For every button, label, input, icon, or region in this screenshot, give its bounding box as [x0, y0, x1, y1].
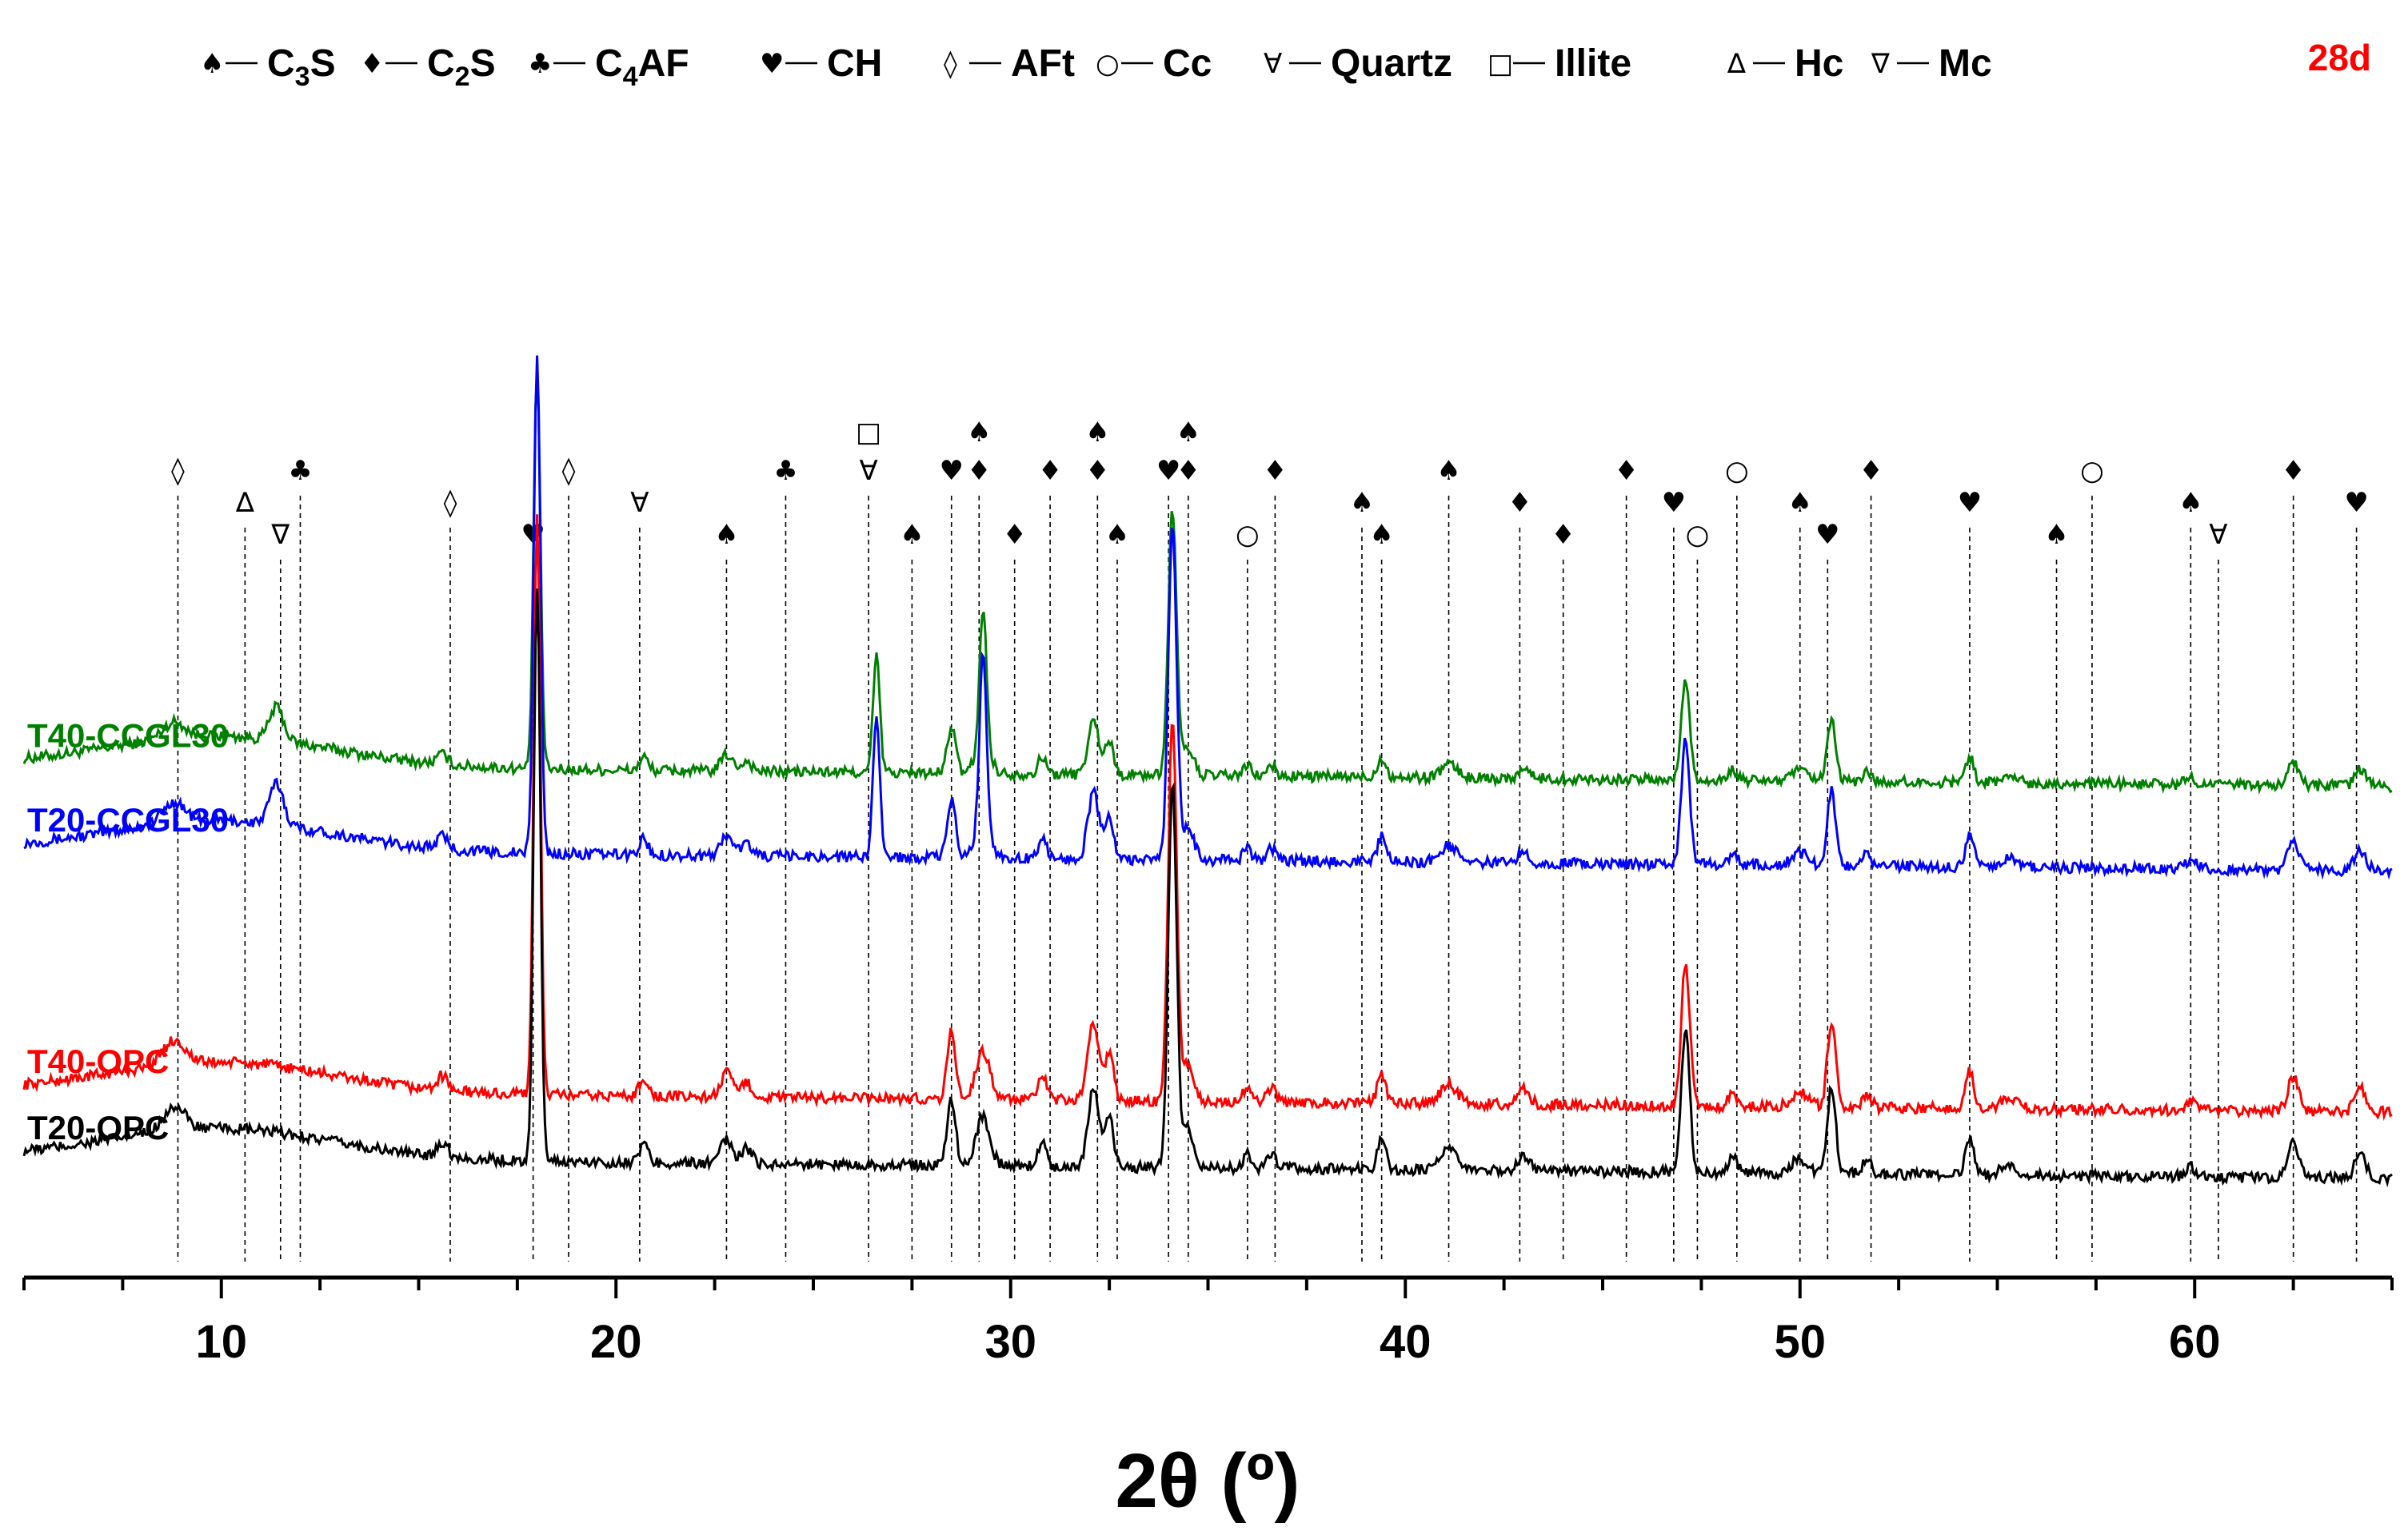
series-line-t20-opc — [22, 588, 2393, 1188]
phase-markers: ◊∆∇♣◊♥◊∀♠♣□∀♠♥♠♦♦♦♠♦♠♥♠♦○♦♠♠♠♦♦♦♥○○♠♥♦♥♠… — [171, 417, 2369, 1262]
legend-symbol: ○ — [1096, 48, 1120, 80]
x-tick-label: 50 — [1774, 1316, 1826, 1368]
legend-symbol: □ — [1488, 48, 1513, 80]
legend-symbol: ∆ — [1727, 48, 1746, 80]
x-axis: 10 20 30 40 50 60 — [22, 1275, 2394, 1368]
phase-marker-symbol: ♥ — [939, 455, 963, 487]
x-axis-label: 2θ (º) — [1116, 1438, 1300, 1524]
legend-symbol: ∀ — [1264, 48, 1282, 80]
phase-marker-symbol: ∀ — [2209, 519, 2227, 551]
series-label: T20-OPC — [27, 1109, 169, 1146]
phase-marker-symbol: ○ — [1725, 455, 1749, 487]
phase-marker-symbol: ♥ — [1958, 487, 1982, 519]
legend: ♠ C3S ♦ C2S ♣ C4AF ♥ CH ◊ AFt ○ Cc ∀ Quartz □ Illite ∆ Hc… — [200, 42, 1992, 92]
x-tick-label: 40 — [1380, 1316, 1432, 1368]
phase-marker-symbol: ♦ — [1038, 455, 1062, 487]
phase-marker-symbol: ◊ — [444, 487, 457, 519]
phase-marker-symbol: ♠ — [1436, 455, 1460, 487]
legend-label: AFt — [1011, 42, 1075, 85]
legend-label: C3S — [267, 42, 336, 92]
legend-item: ∇ Mc — [1871, 42, 1992, 85]
series-label: T40-OPC — [27, 1043, 169, 1080]
phase-marker-symbol: ♣ — [288, 455, 312, 487]
phase-marker-symbol: ♦ — [1859, 455, 1883, 487]
legend-item: ∀ Quartz — [1264, 42, 1452, 85]
phase-marker-symbol: ∀ — [630, 487, 649, 519]
phase-marker-symbol: ♦ — [1614, 455, 1638, 487]
phase-marker-symbol: ∀ — [859, 455, 877, 487]
legend-symbol: ♥ — [760, 48, 784, 80]
phase-marker-symbol: □ — [856, 417, 881, 449]
phase-marker-symbol: ♠ — [2178, 487, 2202, 519]
legend-label: Cc — [1163, 42, 1212, 85]
phase-marker-symbol: ◊ — [562, 455, 576, 487]
legend-item: ∆ Hc — [1727, 42, 1843, 85]
series-lines: T40-CCGL30 T20-CCGL30 T40-OPC T20-OPC — [22, 355, 2393, 1188]
legend-symbol: ∇ — [1871, 48, 1890, 80]
phase-marker-symbol: ♦ — [1263, 455, 1287, 487]
legend-label: C4AF — [595, 42, 689, 92]
x-tick-label: 30 — [984, 1316, 1036, 1368]
legend-symbol: ♣ — [528, 48, 552, 80]
phase-marker-symbol: ∇ — [270, 519, 290, 551]
phase-marker-symbol: ♠ — [1176, 417, 1200, 449]
legend-item: ♠ C3S — [200, 42, 336, 92]
phase-marker-symbol: ♠ — [714, 519, 738, 551]
phase-marker-symbol: ♦ — [1002, 519, 1026, 551]
panel-label: 28d — [2308, 37, 2371, 78]
phase-marker-symbol: ◊ — [171, 455, 185, 487]
legend-label: CH — [827, 42, 882, 85]
phase-marker-symbol: ♦ — [1085, 455, 1109, 487]
phase-marker-symbol: ♠ — [900, 519, 924, 551]
series-line-t40-ccgl30 — [22, 373, 2393, 795]
phase-marker-symbol: ♦ — [1551, 519, 1575, 551]
x-tick-label: 10 — [195, 1316, 247, 1368]
legend-label: Mc — [1939, 42, 1992, 85]
legend-label: Quartz — [1331, 42, 1452, 85]
phase-marker-symbol: ♠ — [1369, 519, 1393, 551]
phase-marker-symbol: ♦ — [1507, 487, 1531, 519]
phase-marker-symbol: ♦ — [2281, 455, 2305, 487]
legend-item: ○ Cc — [1096, 42, 1212, 85]
phase-marker-symbol: ♠ — [967, 417, 991, 449]
x-tick-label: 20 — [590, 1316, 642, 1368]
phase-marker-symbol: ♠ — [1105, 519, 1129, 551]
legend-label: Illite — [1555, 42, 1631, 85]
phase-marker-symbol: ♠ — [1350, 487, 1374, 519]
phase-marker-symbol: ○ — [2080, 455, 2104, 487]
legend-item: ♦ C2S — [360, 42, 496, 92]
legend-item: ♣ C4AF — [528, 42, 689, 92]
legend-label: C2S — [427, 42, 496, 92]
series-label: T40-CCGL30 — [27, 717, 229, 755]
series-line-t40-opc — [22, 514, 2393, 1122]
phase-marker-symbol: ♥ — [2344, 487, 2368, 519]
legend-label: Hc — [1795, 42, 1843, 85]
phase-marker-symbol: ♠ — [1085, 417, 1109, 449]
phase-marker-symbol: ♥ — [1815, 519, 1839, 551]
phase-marker-symbol: ♣ — [773, 455, 797, 487]
legend-item: □ Illite — [1488, 42, 1631, 85]
phase-marker-symbol: ♥ — [1156, 455, 1180, 487]
phase-marker-symbol: ♠ — [1788, 487, 1812, 519]
legend-symbol: ♠ — [200, 48, 224, 80]
series-line-t20-ccgl30 — [23, 355, 2393, 880]
phase-marker-symbol: ♦ — [967, 455, 991, 487]
phase-marker-symbol: ♦ — [1176, 455, 1200, 487]
legend-symbol: ♦ — [360, 48, 384, 80]
phase-marker-symbol: ○ — [1686, 519, 1710, 551]
series-label: T20-CCGL30 — [27, 801, 229, 839]
phase-marker-symbol: ∆ — [235, 487, 254, 519]
legend-symbol: ◊ — [944, 48, 957, 80]
phase-marker-symbol: ♥ — [1662, 487, 1686, 519]
phase-marker-symbol: ♠ — [2044, 519, 2068, 551]
legend-item: ♥ CH — [760, 42, 882, 85]
phase-marker-symbol: ○ — [1236, 519, 1260, 551]
x-tick-label: 60 — [2169, 1316, 2221, 1368]
legend-item: ◊ AFt — [944, 42, 1075, 85]
